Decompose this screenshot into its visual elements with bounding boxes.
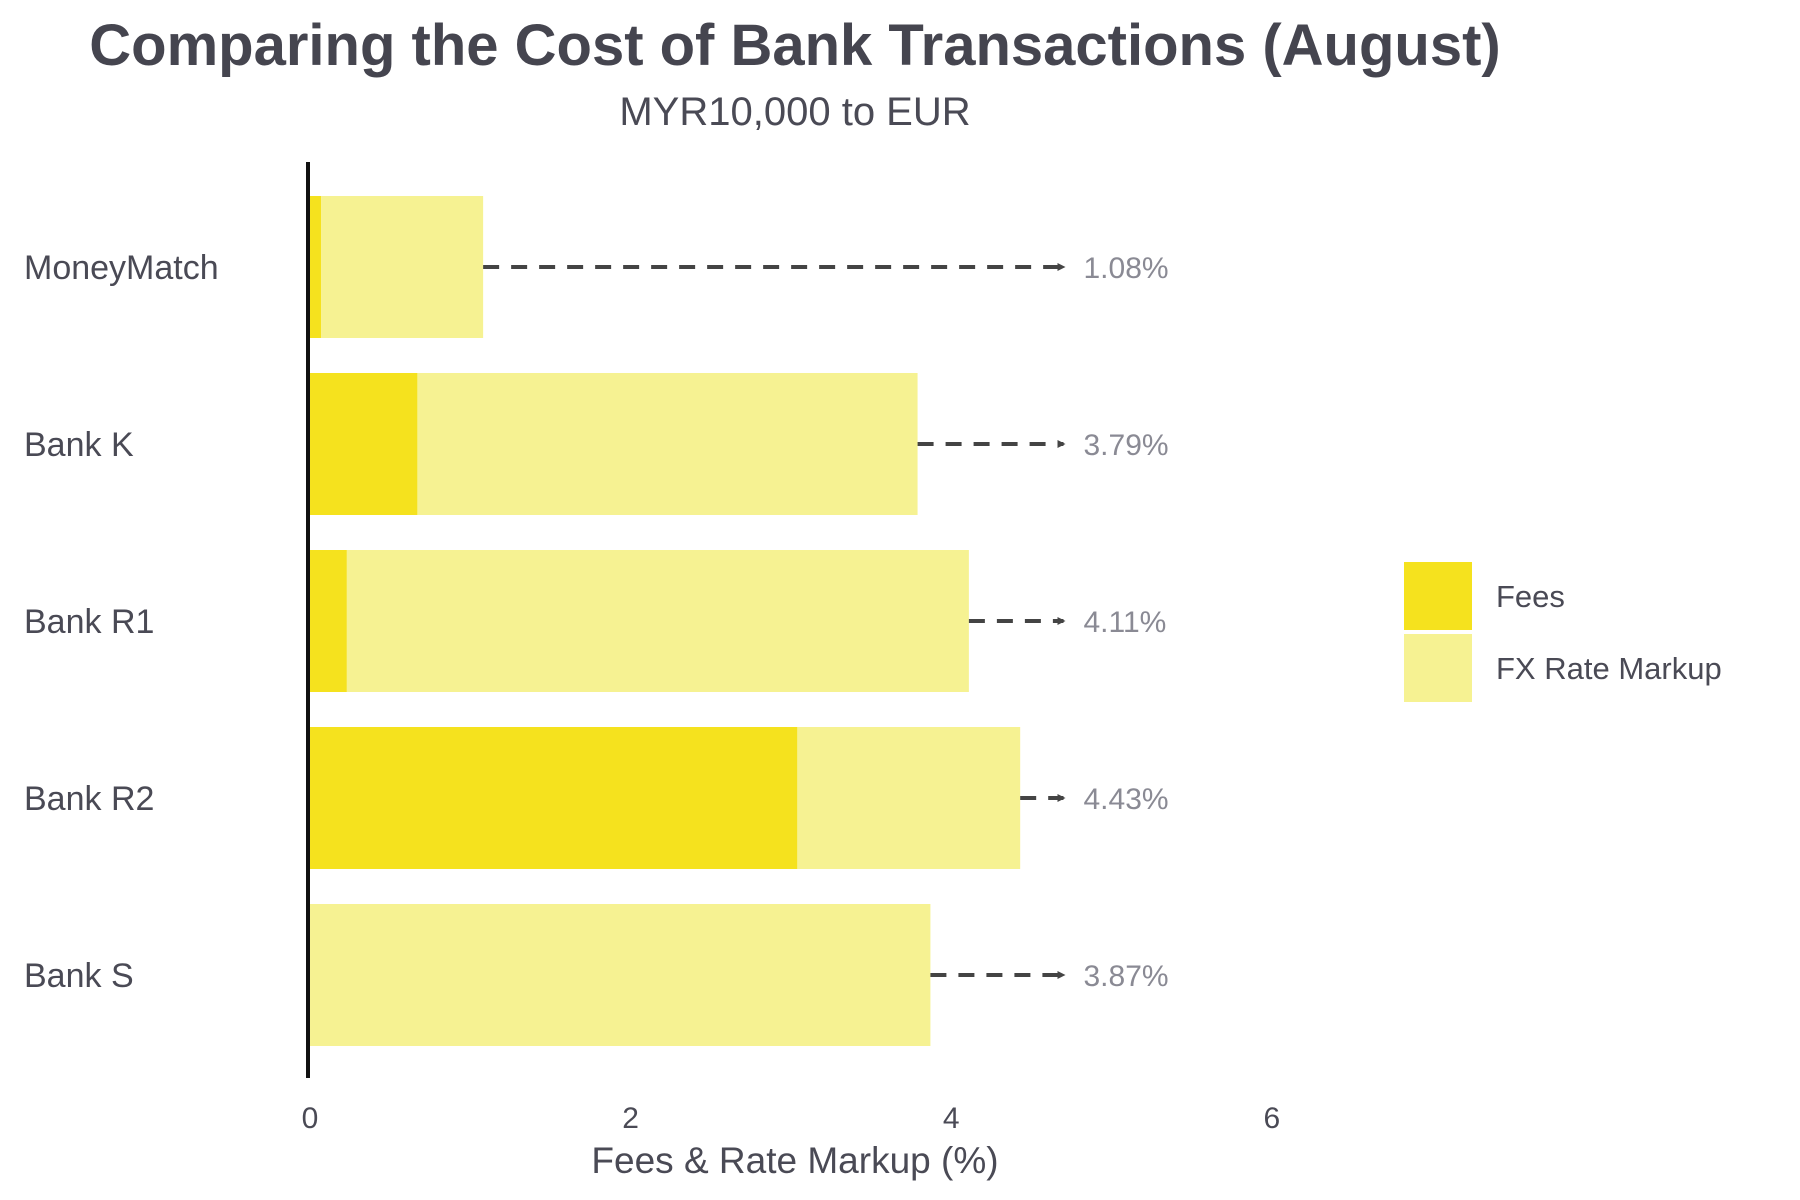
x-tick-label: 0: [302, 1102, 319, 1135]
category-label: Bank R1: [24, 603, 154, 641]
legend-swatch-fees: [1404, 562, 1472, 630]
x-tick-label: 4: [943, 1102, 960, 1135]
total-label: 4.43%: [1083, 783, 1168, 816]
total-label: 4.11%: [1083, 606, 1166, 639]
bar-fx-markup-bank-r1: [346, 550, 969, 692]
bar-fx-markup-bank-k: [417, 373, 918, 515]
total-label: 3.79%: [1083, 429, 1168, 462]
x-tick-label: 6: [1264, 1102, 1281, 1135]
x-tick-label: 2: [622, 1102, 639, 1135]
bar-fees-moneymatch: [310, 196, 322, 338]
bar-fees-bank-r2: [310, 727, 798, 869]
chart-subtitle: MYR10,000 to EUR: [619, 90, 971, 134]
category-label: Bank S: [24, 957, 134, 995]
total-label: 3.87%: [1083, 960, 1168, 993]
legend-label: Fees: [1496, 579, 1565, 614]
bar-fx-markup-moneymatch: [321, 196, 484, 338]
total-label: 1.08%: [1083, 252, 1168, 285]
bar-fees-bank-k: [310, 373, 418, 515]
bar-fx-markup-bank-s: [310, 904, 931, 1046]
category-label: MoneyMatch: [24, 249, 219, 287]
x-axis-label: Fees & Rate Markup (%): [591, 1140, 998, 1181]
bar-fees-bank-r1: [310, 550, 347, 692]
category-label: Bank K: [24, 426, 134, 464]
chart-title: Comparing the Cost of Bank Transactions …: [89, 13, 1501, 78]
legend-swatch-fx-markup: [1404, 634, 1472, 702]
category-label: Bank R2: [24, 780, 154, 818]
bar-fx-markup-bank-r2: [797, 727, 1021, 869]
legend-label: FX Rate Markup: [1496, 651, 1722, 686]
